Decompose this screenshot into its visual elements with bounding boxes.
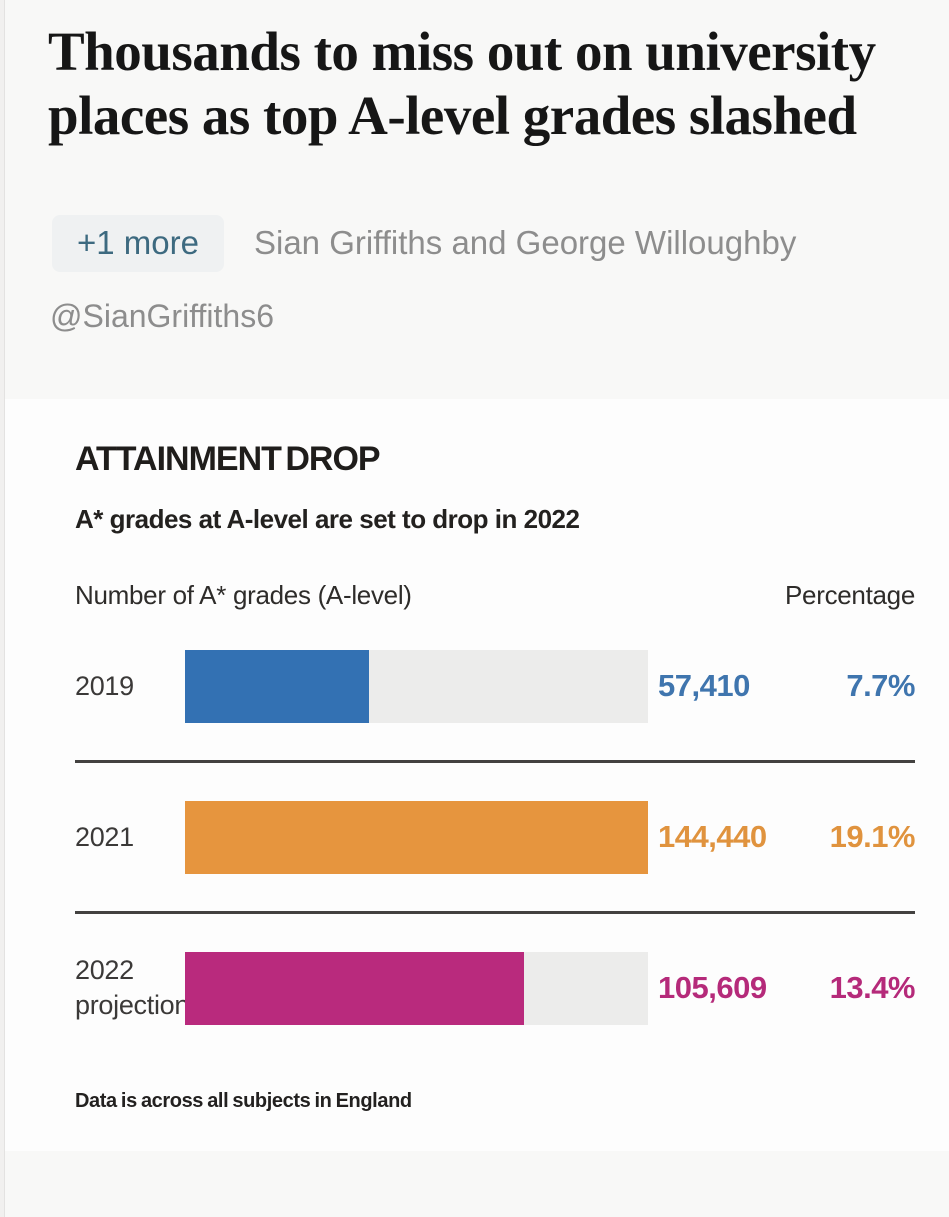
chart-column-headers: Number of A* grades (A-level) Percentage: [75, 580, 915, 611]
column-header-values: Number of A* grades (A-level): [75, 579, 412, 610]
bar-fill: [185, 649, 370, 723]
column-header-percentage: Percentage: [785, 579, 915, 610]
more-authors-badge[interactable]: +1 more: [52, 214, 224, 272]
row-year-label-line1: 2022: [75, 955, 134, 986]
article-header: Thousands to miss out on university plac…: [0, 0, 949, 335]
row-year-label: 2022 projection: [75, 953, 190, 1023]
row-year-label-line1: 2019: [75, 670, 134, 701]
row-value: 57,410: [658, 668, 750, 704]
row-percentage: 13.4%: [829, 970, 916, 1006]
bar-track: [185, 800, 648, 874]
row-year-label: 2019: [75, 669, 185, 704]
page-left-edge: [0, 0, 5, 1217]
chart-title: ATTAINMENT DROP: [75, 439, 381, 478]
row-year-label-line1: 2021: [75, 821, 134, 852]
chart-subtitle: A* grades at A-level are set to drop in …: [75, 503, 580, 534]
byline-row: +1 more Sian Griffiths and George Willou…: [48, 214, 909, 272]
bar-track: [185, 951, 648, 1025]
article-headline: Thousands to miss out on university plac…: [48, 21, 876, 147]
row-value: 105,609: [658, 970, 767, 1006]
row-percentage: 7.7%: [846, 668, 915, 704]
chart-footnote: Data is across all subjects in England: [75, 1089, 412, 1112]
chart-card: ATTAINMENT DROP A* grades at A-level are…: [0, 398, 949, 1151]
row-year-label: 2021: [75, 820, 185, 855]
row-percentage: 19.1%: [829, 819, 916, 855]
row-year-label-line2: projection: [75, 990, 190, 1021]
bar-fill: [185, 800, 648, 874]
bar-fill: [185, 951, 524, 1025]
bar-track: [185, 649, 648, 723]
chart-rows: 2019 57,410 7.7% 2021 144,440 19.1% 2022…: [75, 649, 916, 1062]
author-names: Sian Griffiths and George Willoughby: [253, 224, 797, 262]
author-twitter-handle: @SianGriffiths6: [50, 297, 274, 334]
chart-row: 2021 144,440 19.1%: [75, 763, 916, 914]
row-value: 144,440: [658, 819, 767, 855]
chart-row: 2019 57,410 7.7%: [75, 649, 916, 763]
chart-row: 2022 projection 105,609 13.4%: [75, 914, 916, 1062]
